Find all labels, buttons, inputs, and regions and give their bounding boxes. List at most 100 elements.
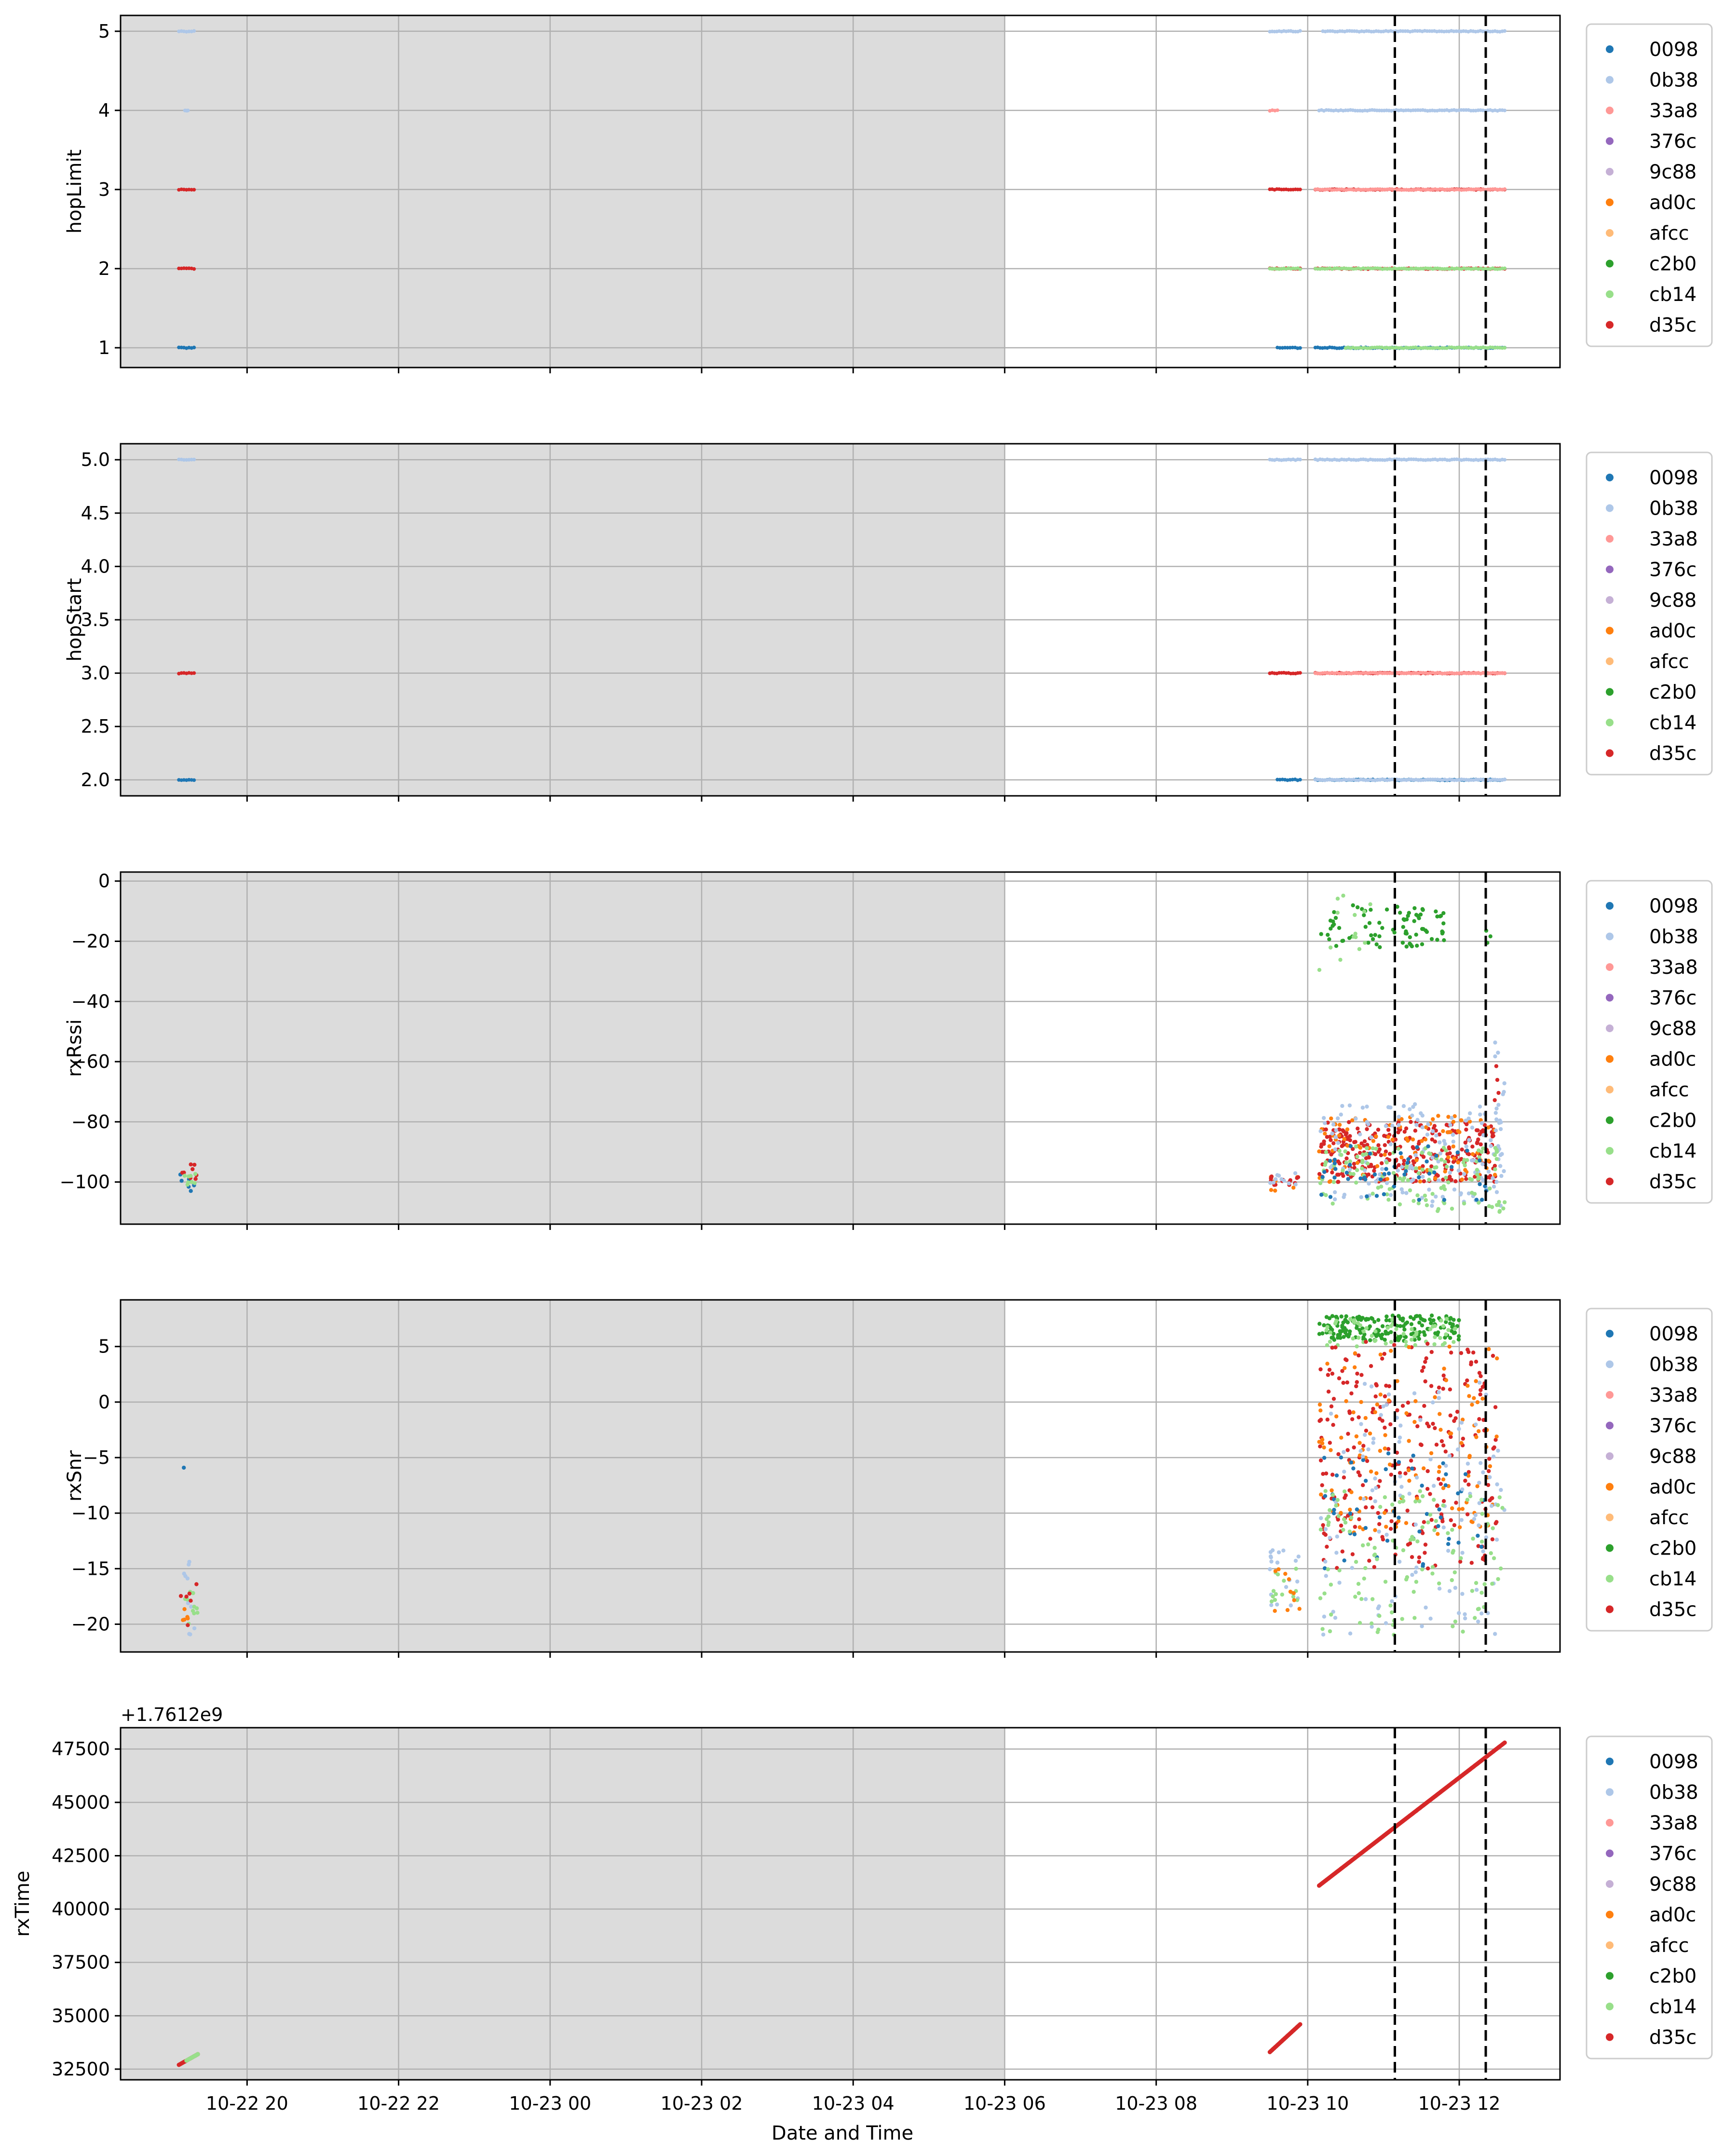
point-0b38 [1333, 1135, 1338, 1139]
point-d35c [1359, 1373, 1364, 1377]
point-cb14 [189, 1174, 193, 1178]
point-d35c [1479, 1142, 1483, 1146]
point-0b38 [1361, 1454, 1365, 1459]
point-d35c [190, 1167, 195, 1172]
point-ad0c [1431, 1117, 1435, 1121]
point-0b38 [1463, 1612, 1467, 1616]
point-0b38 [1438, 1151, 1443, 1156]
point-cb14 [1324, 1150, 1329, 1154]
point-0b38 [1397, 1440, 1401, 1444]
point-cb14 [1341, 1168, 1345, 1173]
point-cb14 [1354, 1180, 1358, 1185]
point-0b38 [1388, 1193, 1393, 1197]
point-ad0c [1486, 1159, 1491, 1163]
point-0b38 [1371, 1436, 1376, 1441]
point-ad0c [1420, 1139, 1424, 1143]
legend-label-9c88: 9c88 [1649, 1018, 1696, 1040]
point-0b38 [1411, 1166, 1415, 1171]
point-0b38 [1374, 1486, 1378, 1490]
point-c2b0 [1441, 911, 1446, 915]
point-c2b0 [1415, 1314, 1419, 1318]
point-ad0c [1480, 1396, 1485, 1401]
point-0098 [1397, 1460, 1401, 1464]
point-cb14 [1397, 1202, 1402, 1207]
point-c2b0 [1404, 944, 1409, 949]
point-0098 [192, 778, 196, 782]
point-ad0c [1384, 1525, 1388, 1529]
point-0098 [1382, 1172, 1386, 1176]
point-0098 [1332, 1158, 1337, 1162]
point-cb14 [1361, 1152, 1365, 1157]
point-0b38 [1425, 1133, 1430, 1137]
point-cb14 [1337, 1568, 1342, 1572]
point-0b38 [1472, 1517, 1477, 1521]
point-cb14 [1358, 1323, 1363, 1327]
point-c2b0 [1339, 1314, 1343, 1319]
point-cb14 [1390, 1502, 1395, 1507]
point-c2b0 [1408, 935, 1412, 940]
point-0b38 [1336, 1116, 1340, 1120]
point-cb14 [1362, 909, 1367, 914]
point-cb14 [1453, 1619, 1458, 1624]
point-ad0c [1386, 1398, 1391, 1403]
point-0b38 [1333, 1147, 1337, 1152]
legend-label-0b38: 0b38 [1649, 1354, 1698, 1376]
point-cb14 [1494, 1147, 1499, 1152]
point-0098 [1465, 1148, 1469, 1153]
point-cb14 [1426, 1520, 1430, 1525]
point-d35c [1423, 1360, 1427, 1364]
point-0b38 [1414, 1123, 1419, 1127]
legend-label-afcc: afcc [1649, 1507, 1689, 1529]
point-cb14 [1370, 1621, 1374, 1625]
legend-label-ad0c: ad0c [1649, 1049, 1696, 1071]
point-0b38 [1399, 1485, 1404, 1489]
legend-box [1586, 451, 1713, 776]
point-0b38 [1437, 1586, 1442, 1591]
y-tick-label: 4.0 [81, 556, 110, 577]
point-cb14 [1294, 1567, 1298, 1571]
point-0b38 [1329, 1411, 1333, 1416]
point-0098 [1323, 1566, 1327, 1570]
point-ad0c [1395, 1379, 1399, 1383]
point-cb14 [1415, 1193, 1420, 1198]
point-cb14 [1490, 1205, 1494, 1209]
point-d35c [1434, 1128, 1438, 1133]
data-marks [177, 457, 1507, 782]
point-cb14 [1364, 1152, 1368, 1156]
point-ad0c [1495, 1356, 1499, 1361]
point-d35c [184, 1595, 189, 1599]
y-tick-label: 35000 [52, 2005, 110, 2026]
point-d35c [1417, 1142, 1421, 1146]
legend-label-376c: 376c [1649, 1843, 1696, 1865]
point-cb14 [1495, 1203, 1499, 1207]
point-cb14 [1327, 1520, 1331, 1525]
point-0b38 [1410, 1572, 1414, 1577]
legend-label-d35c: d35c [1649, 743, 1696, 765]
point-d35c [1331, 1423, 1335, 1427]
point-d35c [1434, 1443, 1439, 1447]
point-ad0c [1423, 1137, 1428, 1142]
point-cb14 [1493, 1167, 1497, 1172]
point-0098 [1410, 1466, 1414, 1471]
point-0b38 [187, 29, 191, 33]
point-ad0c [1342, 1137, 1346, 1141]
point-0b38 [1322, 1614, 1327, 1619]
point-0098 [1478, 1182, 1482, 1187]
point-0b38 [1492, 1454, 1496, 1459]
point-c2b0 [1410, 944, 1414, 949]
point-cb14 [1348, 1317, 1353, 1321]
legend-label-376c: 376c [1649, 559, 1696, 581]
point-ad0c [1337, 1133, 1342, 1138]
point-0b38 [1400, 1165, 1404, 1169]
point-c2b0 [1340, 939, 1344, 943]
point-d35c [1329, 1404, 1334, 1408]
point-d35c [1479, 1374, 1483, 1378]
point-c2b0 [1370, 937, 1375, 942]
point-cb14 [1461, 1629, 1465, 1634]
point-0098 [1450, 1165, 1454, 1169]
legend: 0098 0b38 33a8 376c 9c88 ad0c afcc c2b0 cb14 d35c [1586, 880, 1713, 1204]
point-cb14 [1497, 1209, 1502, 1213]
point-0098 [1323, 1494, 1328, 1498]
point-d35c [1451, 1160, 1456, 1164]
